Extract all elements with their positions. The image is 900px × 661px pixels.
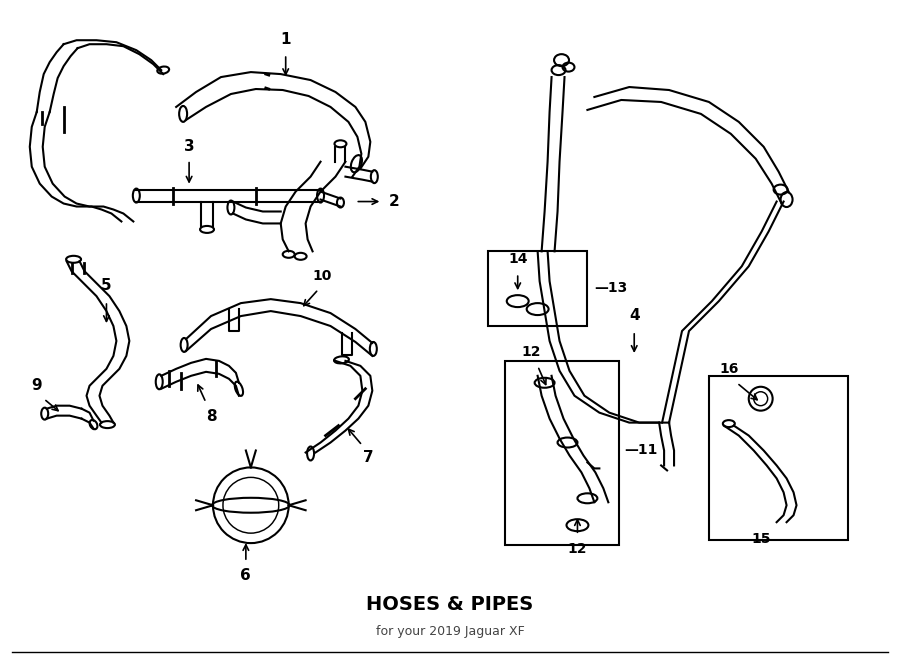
Bar bbox=[505, 361, 619, 545]
Text: 14: 14 bbox=[508, 253, 527, 266]
Text: 15: 15 bbox=[751, 532, 770, 546]
Text: 1: 1 bbox=[281, 32, 291, 47]
Text: —11: —11 bbox=[625, 444, 658, 457]
Text: 12: 12 bbox=[568, 542, 587, 556]
Text: —13: —13 bbox=[594, 281, 627, 295]
Text: 2: 2 bbox=[388, 194, 399, 209]
Text: 8: 8 bbox=[206, 408, 216, 424]
Text: for your 2019 Jaguar XF: for your 2019 Jaguar XF bbox=[375, 625, 525, 639]
Text: 16: 16 bbox=[719, 362, 739, 376]
Text: 3: 3 bbox=[184, 139, 194, 154]
Text: 5: 5 bbox=[101, 278, 112, 293]
Text: HOSES & PIPES: HOSES & PIPES bbox=[366, 596, 534, 614]
Text: 4: 4 bbox=[629, 308, 640, 323]
Text: 6: 6 bbox=[240, 568, 251, 583]
Text: 12: 12 bbox=[522, 345, 542, 359]
Bar bbox=[709, 376, 849, 540]
Text: 10: 10 bbox=[313, 269, 332, 283]
Text: 7: 7 bbox=[363, 451, 374, 465]
Text: 9: 9 bbox=[32, 377, 42, 393]
Bar bbox=[488, 251, 588, 326]
